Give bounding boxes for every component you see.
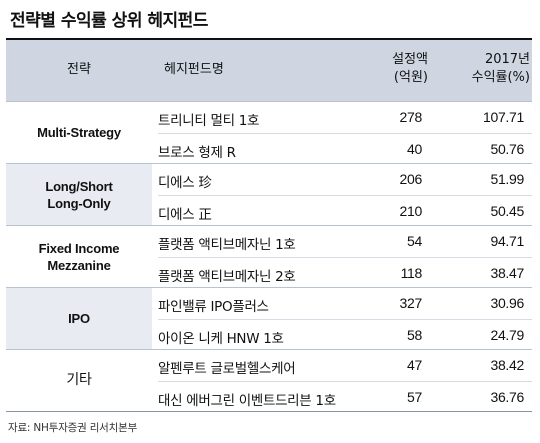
table-row: 알펜루트 글로벌헬스케어 47 38.42	[158, 350, 532, 382]
strategy-long-short-long-only: Long/Short Long-Only	[6, 164, 152, 225]
return-value: 38.47	[490, 265, 524, 281]
fund-name: 브로스 형제 R	[158, 145, 236, 161]
fund-name: 플랫폼 액티브메자닌 1호	[158, 237, 296, 253]
fund-name: 아이온 니케 HNW 1호	[158, 331, 284, 347]
aum-value: 57	[407, 389, 422, 405]
strategy-label: Long-Only	[47, 195, 111, 211]
table-row: 아이온 니케 HNW 1호 58 24.79	[158, 320, 532, 352]
group-divider	[6, 225, 532, 226]
fund-name: 알펜루트 글로벌헬스케어	[158, 361, 296, 377]
strategy-label: Multi-Strategy	[37, 125, 121, 140]
row-divider	[158, 195, 532, 196]
return-value: 51.99	[490, 171, 524, 187]
aum-value: 206	[399, 171, 423, 187]
header-aum-line2: (억원)	[393, 70, 428, 85]
aum-value: 278	[399, 109, 423, 125]
strategy-multi-strategy: Multi-Strategy	[6, 102, 152, 163]
header-aum: 설정액 (억원)	[352, 51, 428, 87]
source-note: 자료: NH투자증권 리서치본부	[8, 422, 138, 434]
return-value: 24.79	[490, 327, 524, 343]
fund-name: 대신 에버그린 이벤트드리븐 1호	[158, 393, 336, 409]
header-fund-name: 헤지펀드명	[164, 62, 224, 77]
aum-value: 327	[399, 295, 423, 311]
table-header: 전략 헤지펀드명 설정액 (억원) 2017년 수익률(%)	[6, 40, 532, 102]
aum-value: 210	[399, 203, 423, 219]
table-bottom-rule	[6, 411, 532, 412]
group-divider	[6, 163, 532, 164]
strategy-label: Fixed Income	[38, 240, 120, 256]
fund-name: 디에스 正	[158, 207, 212, 223]
table-row: 디에스 珍 206 51.99	[158, 164, 532, 196]
table-row: 파인밸류 IPO플러스 327 30.96	[158, 288, 532, 320]
strategy-other: 기타	[6, 350, 152, 411]
strategy-label: 기타	[66, 372, 92, 388]
row-divider	[158, 319, 532, 320]
fund-name: 파인밸류 IPO플러스	[158, 299, 269, 315]
strategy-label: Mezzanine	[47, 257, 111, 273]
strategy-label: Long/Short	[45, 178, 113, 194]
strategy-fixed-income-mezzanine: Fixed Income Mezzanine	[6, 226, 152, 287]
header-strategy: 전략	[67, 62, 91, 77]
fund-name: 디에스 珍	[158, 175, 212, 191]
return-value: 30.96	[490, 295, 524, 311]
table-row: 브로스 형제 R 40 50.76	[158, 134, 532, 166]
table-title: 전략별 수익률 상위 헤지펀드	[10, 11, 208, 31]
aum-value: 58	[407, 327, 422, 343]
strategy-label: IPO	[68, 311, 90, 326]
header-return: 2017년 수익률(%)	[436, 51, 530, 87]
return-value: 107.71	[482, 109, 524, 125]
aum-value: 47	[407, 357, 422, 373]
table-row: 트리니티 멀티 1호 278 107.71	[158, 102, 532, 134]
header-return-line1: 2017년	[484, 52, 530, 67]
table-row: 플랫폼 액티브메자닌 1호 54 94.71	[158, 226, 532, 258]
strategy-ipo: IPO	[6, 288, 152, 349]
group-divider	[6, 349, 532, 350]
aum-value: 54	[407, 233, 422, 249]
return-value: 50.45	[490, 203, 524, 219]
fund-name: 플랫폼 액티브메자닌 2호	[158, 269, 296, 285]
table-row: 대신 에버그린 이벤트드리븐 1호 57 36.76	[158, 382, 532, 414]
row-divider	[158, 133, 532, 134]
aum-value: 118	[400, 265, 423, 281]
row-divider	[158, 381, 532, 382]
header-return-line2: 수익률(%)	[471, 70, 530, 85]
return-value: 38.42	[490, 357, 524, 373]
return-value: 94.71	[490, 233, 524, 249]
table-row: 디에스 正 210 50.45	[158, 196, 532, 228]
header-aum-line1: 설정액	[392, 52, 428, 67]
group-divider	[6, 287, 532, 288]
table-row: 플랫폼 액티브메자닌 2호 118 38.47	[158, 258, 532, 290]
return-value: 50.76	[490, 141, 524, 157]
title-divider	[6, 38, 532, 40]
row-divider	[158, 257, 532, 258]
return-value: 36.76	[490, 389, 524, 405]
aum-value: 40	[407, 141, 422, 157]
fund-name: 트리니티 멀티 1호	[158, 113, 260, 129]
